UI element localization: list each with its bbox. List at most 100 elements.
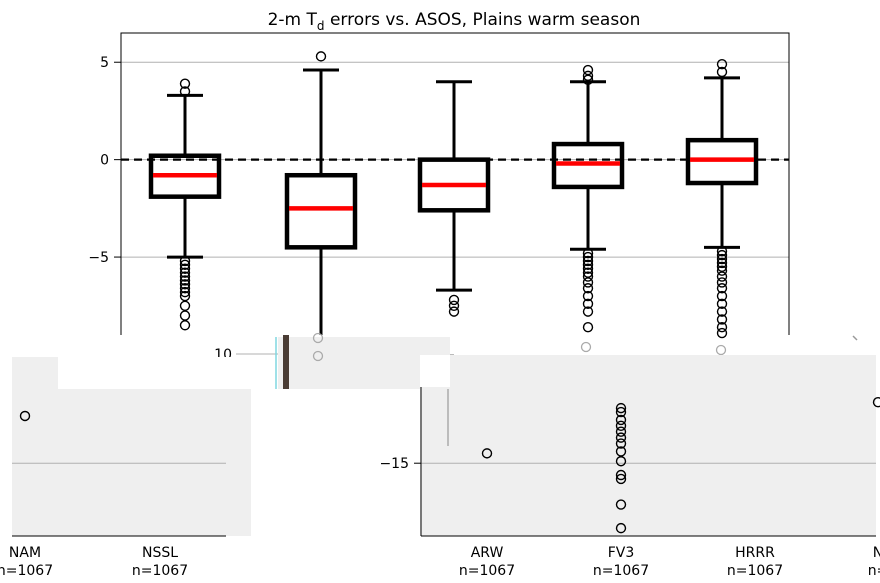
outlier-point: [716, 314, 728, 325]
fragment-outlier: [580, 341, 592, 353]
x-category-label: HRRR: [735, 545, 775, 561]
lower-right-white-cutout: [420, 355, 450, 387]
outlier-point: [582, 255, 594, 267]
outlier-point: [19, 410, 31, 422]
outlier-point: [315, 51, 327, 62]
outlier-point: [582, 322, 594, 333]
outlier-point: [615, 406, 627, 418]
box-iqr: [148, 153, 222, 199]
outlier-point: [716, 322, 728, 333]
outlier-point: [716, 290, 728, 302]
outlier-point: [582, 290, 594, 302]
x-category-count: n=1067: [593, 563, 649, 579]
x-category-count: n=1067: [132, 563, 188, 579]
outlier-point: [179, 320, 191, 331]
outlier-point: [716, 58, 728, 70]
outlier-point: [179, 286, 191, 298]
outlier-point: [179, 267, 191, 278]
upper-boxes: [148, 51, 759, 339]
outlier-point: [716, 298, 728, 310]
upper-y-ticks: 5 0 −5: [88, 55, 121, 266]
outlier-point: [179, 271, 191, 282]
outlier-point: [615, 456, 627, 467]
outlier-point: [582, 259, 594, 271]
outlier-point: [582, 251, 594, 263]
chart-title-rest: errors vs. ASOS, Plains warm season: [325, 10, 641, 30]
fragment-dark-bar: [283, 335, 289, 389]
x-category-count: n=1067: [727, 563, 783, 579]
fragment-outlier: [312, 350, 324, 362]
lower-right-panel: [420, 355, 876, 536]
outlier-point: [615, 499, 627, 510]
outlier-point: [872, 397, 880, 408]
chart-title-main: 2-m T: [268, 10, 318, 30]
box-iqr: [417, 157, 491, 213]
outlier-point: [716, 261, 728, 273]
outlier-point: [716, 283, 728, 294]
outlier-point: [582, 247, 594, 259]
lower-left-white-cutout: [58, 357, 251, 389]
y-tick-label: 5: [100, 55, 109, 71]
x-category-label: N: [873, 545, 880, 561]
outlier-point: [582, 263, 594, 274]
outlier-point: [716, 66, 728, 78]
outlier-point: [716, 249, 728, 261]
fragment-outlier: [715, 344, 727, 356]
outlier-point: [582, 306, 594, 317]
outlier-point: [582, 283, 594, 294]
outlier-point: [179, 78, 191, 89]
outlier-point: [716, 271, 728, 282]
outlier-point: [582, 271, 594, 282]
outlier-point: [179, 259, 191, 271]
outlier-point: [615, 469, 627, 481]
box-iqr: [551, 141, 625, 190]
outlier-point: [179, 275, 191, 286]
outlier-point: [716, 246, 728, 257]
outlier-point: [582, 277, 594, 288]
outlier-point: [716, 306, 728, 317]
fragment-mark: [852, 335, 858, 341]
upper-axes-frame: [120, 32, 790, 335]
x-category-label: FV3: [608, 545, 635, 561]
outlier-point: [615, 426, 627, 437]
outlier-point: [615, 522, 627, 534]
y-tick-label: −15: [379, 456, 409, 472]
outlier-point: [716, 327, 728, 339]
outlier-point: [179, 290, 191, 302]
x-category-label: NSSL: [142, 545, 178, 561]
outlier-point: [582, 298, 594, 310]
x-axis-labels: NAM n=1067 NSSL n=1067 ARW n=1067 FV3 n=1067 HRR…: [0, 545, 880, 579]
fragment-outlier: [312, 332, 324, 344]
lower-y-ticks: −15: [379, 456, 421, 472]
outlier-point: [615, 438, 627, 449]
outlier-point: [716, 265, 728, 276]
outlier-point: [179, 263, 191, 274]
outlier-point: [179, 86, 191, 97]
outlier-point: [179, 300, 191, 311]
outlier-point: [448, 306, 460, 317]
outlier-point: [716, 253, 728, 265]
chart-title: 2-m Td errors vs. ASOS, Plains warm seas…: [268, 10, 641, 33]
outlier-point: [615, 446, 627, 457]
x-category-label: NAM: [9, 545, 41, 561]
outlier-point: [582, 74, 594, 85]
outlier-point: [615, 420, 627, 432]
chart-title-subscript: d: [317, 19, 325, 33]
outlier-point: [716, 277, 728, 288]
x-category-count: n=1067: [0, 563, 53, 579]
lower-outliers: [19, 397, 880, 534]
outlier-point: [615, 473, 627, 485]
y-tick-label: −5: [88, 250, 109, 266]
outlier-point: [615, 414, 627, 426]
y-tick-label: 0: [100, 153, 109, 169]
outlier-point: [615, 432, 627, 443]
outlier-point: [179, 279, 191, 290]
upper-plot: 5 0 −5: [88, 32, 790, 339]
outlier-point: [448, 294, 460, 306]
x-category-label: ARW: [471, 545, 504, 561]
outlier-point: [481, 448, 493, 459]
x-category-count: n=: [868, 563, 880, 579]
lower-plot: −15 NAM n=1067 NSSL n=1067 ARW n=1067 FV3 n=106…: [0, 387, 880, 579]
outlier-point: [179, 255, 191, 267]
